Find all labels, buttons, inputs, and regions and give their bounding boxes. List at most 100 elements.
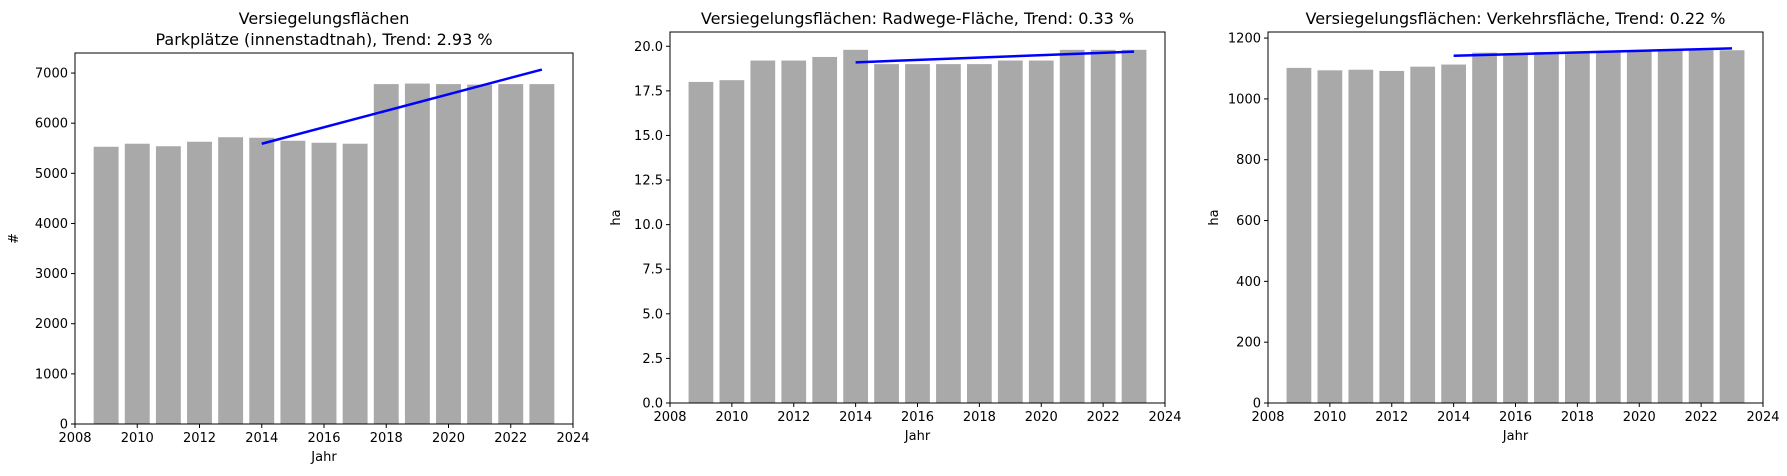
bar-2010 <box>719 80 745 403</box>
bar-2021 <box>1059 49 1085 404</box>
bar-2018 <box>967 64 992 404</box>
bar-2020 <box>436 84 461 424</box>
x-tick-label: 2024 <box>1746 410 1779 425</box>
x-tick-label: 2024 <box>556 431 589 446</box>
bar-2009 <box>688 81 714 403</box>
bar-2019 <box>404 83 430 424</box>
chart-panel-3: 2008 2010 2012 2014 2016 2018 2020 2022 2024 0 200… <box>1207 9 1780 444</box>
y-tick-label: 5000 <box>35 167 68 182</box>
y-tick-label: 0 <box>60 418 68 433</box>
bar-2014 <box>1441 64 1466 403</box>
bar-2015 <box>874 64 899 404</box>
bar-2016 <box>311 142 337 425</box>
x-axis-label: Jahr <box>1502 429 1529 444</box>
bar-2022 <box>498 84 524 424</box>
x-tick-label: 2020 <box>432 431 465 446</box>
y-tick-label: 15.0 <box>634 129 663 144</box>
bar-2016 <box>1503 53 1528 403</box>
bar-2021 <box>1657 50 1683 404</box>
y-tick-label: 1000 <box>35 367 68 382</box>
x-tick-label: 2008 <box>1251 410 1284 425</box>
bar-2014 <box>843 49 868 404</box>
y-tick-label: 10.0 <box>634 218 663 233</box>
y-tick-label: 0 <box>1253 397 1261 412</box>
y-tick-label: 20.0 <box>634 40 663 55</box>
y-tick-label: 7.5 <box>642 263 663 278</box>
x-tick-label: 2012 <box>183 431 216 446</box>
bar-2018 <box>373 84 399 424</box>
y-tick-label: 3000 <box>35 267 68 282</box>
y-axis-label: ha <box>1207 209 1222 225</box>
x-tick-label: 2022 <box>1685 410 1718 425</box>
bar-2015 <box>280 140 306 425</box>
x-tick-label: 2010 <box>1313 410 1346 425</box>
x-tick-label: 2016 <box>901 410 934 425</box>
x-tick-label: 2014 <box>1437 410 1470 425</box>
bar-2010 <box>1317 70 1343 403</box>
bar-2017 <box>1534 52 1559 403</box>
y-tick-label: 5.0 <box>642 307 663 322</box>
y-tick-label: 7000 <box>35 67 68 82</box>
bar-2009 <box>1286 67 1312 403</box>
chart-title-line: Parkplätze (innenstadtnah), Trend: 2.93 … <box>155 30 492 49</box>
y-tick-label: 600 <box>1236 214 1261 229</box>
x-tick-label: 2008 <box>58 431 91 446</box>
y-tick-label: 1000 <box>1228 92 1261 107</box>
y-tick-label: 4000 <box>35 217 68 232</box>
x-tick-label: 2014 <box>245 431 278 446</box>
bar-2012 <box>1379 70 1405 404</box>
chart-title-line: Versiegelungsflächen <box>239 9 410 28</box>
bar-2014 <box>249 137 275 425</box>
bar-2020 <box>1626 50 1652 403</box>
chart-panel-2: 2008 2010 2012 2014 2016 2018 2020 2022 2024 0.0 2… <box>609 9 1182 444</box>
y-tick-label: 0.0 <box>642 397 663 412</box>
y-axis-label: # <box>7 233 22 244</box>
bar-2019 <box>1595 51 1621 403</box>
y-axis-label: ha <box>609 209 624 225</box>
bar-2013 <box>1410 66 1436 404</box>
bar-2023 <box>529 84 555 424</box>
trend-line <box>1453 47 1733 57</box>
bar-2015 <box>1472 52 1497 404</box>
x-tick-label: 2008 <box>653 410 686 425</box>
chart-panel-1: 2008 2010 2012 2014 2016 2018 2020 2022 2024 0 100… <box>7 9 590 465</box>
bar-2016 <box>905 64 930 404</box>
chart-title-line: Versiegelungsflächen: Verkehrsfläche, Tr… <box>1306 9 1726 28</box>
x-axis-label: Jahr <box>904 429 931 444</box>
x-axis-label: Jahr <box>310 450 337 465</box>
y-tick-label: 2000 <box>35 317 68 332</box>
bar-2010 <box>124 143 150 425</box>
trend-line <box>855 50 1135 64</box>
bar-2018 <box>1565 51 1590 404</box>
x-tick-label: 2018 <box>963 410 996 425</box>
trend-line <box>261 68 543 145</box>
x-tick-label: 2010 <box>121 431 154 446</box>
bar-2009 <box>93 146 119 424</box>
bar-2017 <box>936 64 961 404</box>
y-tick-label: 1200 <box>1228 32 1261 47</box>
bar-2017 <box>342 143 368 425</box>
bar-2012 <box>187 141 212 425</box>
bar-2011 <box>750 60 776 403</box>
y-tick-label: 6000 <box>35 117 68 132</box>
x-tick-label: 2018 <box>370 431 403 446</box>
x-tick-label: 2022 <box>1087 410 1120 425</box>
y-tick-label: 2.5 <box>642 352 663 367</box>
x-tick-label: 2016 <box>1499 410 1532 425</box>
x-tick-label: 2020 <box>1025 410 1058 425</box>
x-tick-label: 2010 <box>715 410 748 425</box>
bar-2019 <box>997 60 1023 403</box>
bar-2021 <box>467 84 493 424</box>
y-tick-label: 200 <box>1236 336 1261 351</box>
bar-2011 <box>1348 69 1374 404</box>
bar-2012 <box>781 60 807 403</box>
x-tick-label: 2022 <box>494 431 527 446</box>
chart-title-line: Versiegelungsflächen: Radwege-Fläche, Tr… <box>701 9 1134 28</box>
x-tick-label: 2020 <box>1623 410 1656 425</box>
x-tick-label: 2018 <box>1561 410 1594 425</box>
bar-2022 <box>1688 50 1714 403</box>
y-tick-label: 17.5 <box>634 84 663 99</box>
x-tick-label: 2016 <box>307 431 340 446</box>
bar-2023 <box>1719 50 1745 403</box>
